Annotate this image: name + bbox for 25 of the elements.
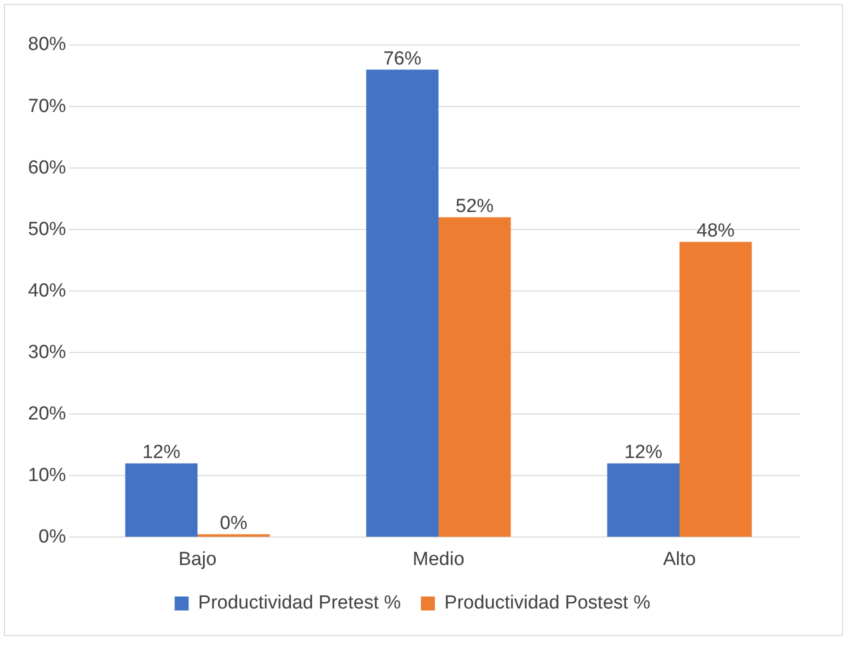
x-tick-label: Medio	[412, 548, 464, 570]
bar	[680, 242, 752, 537]
data-label: 12%	[624, 442, 662, 464]
bar	[607, 463, 680, 537]
data-label: 0%	[220, 512, 248, 534]
bar	[366, 70, 439, 537]
y-tick-label: 20%	[28, 403, 66, 424]
bar	[438, 217, 511, 537]
y-tick-label: 40%	[28, 280, 66, 302]
y-tick-label: 30%	[28, 342, 66, 363]
y-tick-label: 60%	[28, 157, 66, 178]
y-tick-label: 0%	[38, 526, 66, 548]
y-tick-label: 80%	[28, 34, 66, 56]
y-tick-label: 10%	[28, 464, 66, 486]
data-label: 12%	[142, 442, 180, 464]
y-tick-label: 50%	[28, 218, 66, 240]
bar	[125, 463, 198, 537]
x-tick-label: Alto	[663, 548, 696, 570]
data-label: 76%	[383, 48, 422, 70]
x-tick-label: Bajo	[178, 548, 217, 570]
data-label: 52%	[456, 196, 494, 218]
legend-label: Productividad Postest %	[444, 592, 650, 614]
y-tick-label: 70%	[28, 96, 66, 117]
data-label: 48%	[696, 220, 735, 242]
legend-label: Productividad Pretest %	[198, 592, 402, 614]
